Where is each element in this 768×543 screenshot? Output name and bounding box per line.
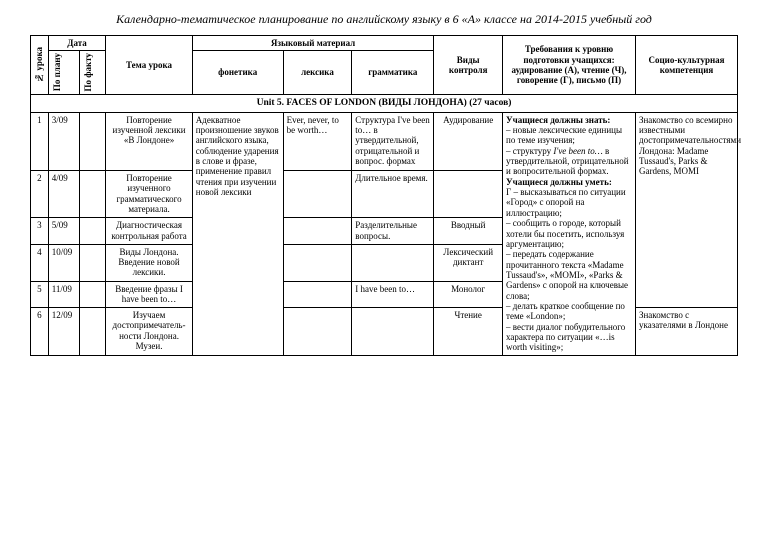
hdr-gram: грамматика xyxy=(352,51,434,94)
section-header: Unit 5. FACES OF LONDON (ВИДЫ ЛОНДОНА) (… xyxy=(31,94,738,112)
planning-table: № урока Дата Тема урока Языковый материа… xyxy=(30,35,738,356)
cell-treb: Учащиеся должны знать:– новые лексически… xyxy=(503,112,636,355)
doc-title: Календарно-тематическое планирование по … xyxy=(30,12,738,27)
cell-tema: Введение фразы I have been to… xyxy=(106,281,192,307)
cell-lex xyxy=(283,218,352,244)
hdr-soc: Социо-культурная компетенция xyxy=(635,36,737,95)
hdr-fon: фонетика xyxy=(192,51,283,94)
cell-fact xyxy=(79,308,106,356)
hdr-num: № урока xyxy=(34,47,44,83)
cell-gram xyxy=(352,308,434,356)
cell-fact xyxy=(79,218,106,244)
cell-tema: Диагностическая контрольная работа xyxy=(106,218,192,244)
cell-vid: Чтение xyxy=(434,308,503,356)
hdr-date-fact: По факту xyxy=(83,53,93,91)
cell-gram: Длительное время. xyxy=(352,170,434,218)
cell-date: 5/09 xyxy=(48,218,79,244)
cell-gram: Структура I've been to… в утвердительной… xyxy=(352,112,434,170)
cell-num: 2 xyxy=(31,170,49,218)
cell-vid: Монолог xyxy=(434,281,503,307)
cell-gram: Разделительные вопросы. xyxy=(352,218,434,244)
cell-gram xyxy=(352,244,434,281)
cell-fact xyxy=(79,281,106,307)
cell-fact xyxy=(79,244,106,281)
cell-num: 4 xyxy=(31,244,49,281)
cell-num: 3 xyxy=(31,218,49,244)
cell-vid: Лексический диктант xyxy=(434,244,503,281)
cell-vid: Аудирование xyxy=(434,112,503,170)
cell-date: 3/09 xyxy=(48,112,79,170)
cell-date: 10/09 xyxy=(48,244,79,281)
cell-num: 5 xyxy=(31,281,49,307)
cell-tema: Повторение изученной лексики «В Лондоне» xyxy=(106,112,192,170)
hdr-tema: Тема урока xyxy=(106,36,192,95)
cell-date: 11/09 xyxy=(48,281,79,307)
cell-tema: Повторение изученного грамматического ма… xyxy=(106,170,192,218)
cell-soc-bottom: Знакомство с указателями в Лондоне xyxy=(635,308,737,356)
cell-gram: I have been to… xyxy=(352,281,434,307)
hdr-lang: Языковый материал xyxy=(192,36,434,51)
cell-lex xyxy=(283,244,352,281)
cell-vid: Вводный xyxy=(434,218,503,244)
cell-date: 12/09 xyxy=(48,308,79,356)
hdr-lex: лексика xyxy=(283,51,352,94)
cell-lex xyxy=(283,308,352,356)
cell-lex xyxy=(283,170,352,218)
cell-tema: Изучаем достопримечатель-ности Лондона. … xyxy=(106,308,192,356)
cell-lex xyxy=(283,281,352,307)
cell-fact xyxy=(79,170,106,218)
cell-fon: Адекватное произношение звуков английско… xyxy=(192,112,283,355)
table-row: 1 3/09 Повторение изученной лексики «В Л… xyxy=(31,112,738,170)
cell-date: 4/09 xyxy=(48,170,79,218)
cell-vid xyxy=(434,170,503,218)
hdr-vid: Виды контроля xyxy=(434,36,503,95)
hdr-treb: Требования к уровню подготовки учащихся:… xyxy=(503,36,636,95)
hdr-date: Дата xyxy=(48,36,106,51)
cell-num: 1 xyxy=(31,112,49,170)
cell-tema: Виды Лондона. Введение новой лексики. xyxy=(106,244,192,281)
cell-soc-top: Знакомство со всемирно известными достоп… xyxy=(635,112,737,307)
hdr-date-plan: По плану xyxy=(52,53,62,91)
cell-num: 6 xyxy=(31,308,49,356)
cell-fact xyxy=(79,112,106,170)
cell-lex: Ever, never, to be worth… xyxy=(283,112,352,170)
